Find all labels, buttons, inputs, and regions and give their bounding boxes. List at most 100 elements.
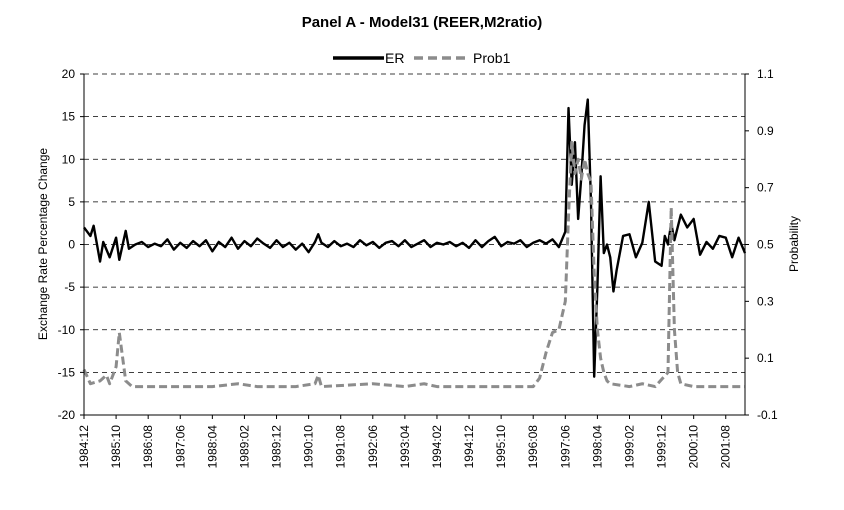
- data-point-er: [92, 225, 94, 227]
- data-point-er: [474, 239, 476, 241]
- data-point-er: [352, 246, 354, 248]
- x-tick-label: 1989:02: [237, 425, 251, 469]
- x-tick-label: 1985:10: [109, 425, 123, 469]
- data-point-er: [705, 241, 707, 243]
- data-point-er: [198, 245, 200, 247]
- y-axis-left-ticks: 20 15 10 5 0 -5 -10 -15 -20: [58, 67, 84, 422]
- data-point-er: [686, 226, 688, 228]
- data-point-er: [333, 240, 335, 242]
- data-point-er: [680, 213, 682, 215]
- data-point-er: [494, 236, 496, 238]
- data-point-prob1: [567, 215, 569, 217]
- data-point-er: [615, 269, 617, 271]
- data-point-prob1: [372, 383, 374, 385]
- series-line-er: [83, 98, 747, 378]
- data-point-er: [346, 242, 348, 244]
- data-point-prob1: [551, 331, 553, 333]
- data-point-prob1: [609, 383, 611, 385]
- data-point-er: [526, 246, 528, 248]
- data-point-er: [153, 242, 155, 244]
- data-point-er: [596, 286, 598, 288]
- data-point-er: [397, 245, 399, 247]
- legend-label-prob1: Prob1: [473, 50, 511, 66]
- data-point-er: [641, 242, 643, 244]
- x-tick-label: 1993:04: [398, 425, 412, 469]
- data-point-prob1: [538, 377, 540, 379]
- data-point-prob1: [118, 331, 120, 333]
- x-tick-label: 1997:06: [558, 425, 572, 469]
- data-point-prob1: [179, 385, 181, 387]
- data-point-prob1: [654, 385, 656, 387]
- data-point-er: [622, 235, 624, 237]
- data-point-er: [667, 243, 669, 245]
- data-point-prob1: [564, 300, 566, 302]
- data-point-prob1: [692, 385, 694, 387]
- data-point-prob1: [606, 380, 608, 382]
- data-point-er: [731, 256, 733, 258]
- data-point-er: [519, 239, 521, 241]
- data-point-er: [628, 233, 630, 235]
- data-point-er: [404, 239, 406, 241]
- x-tick-label: 1992:06: [366, 425, 380, 469]
- data-point-er: [211, 250, 213, 252]
- data-point-er: [718, 235, 720, 237]
- data-point-prob1: [125, 380, 127, 382]
- x-tick-label: 1988:04: [205, 425, 219, 469]
- data-point-er: [378, 247, 380, 249]
- data-point-er: [593, 375, 595, 377]
- data-point-er: [166, 238, 168, 240]
- series-prob1: [82, 140, 745, 389]
- data-point-er: [481, 246, 483, 248]
- data-point-er: [461, 242, 463, 244]
- data-point-er: [513, 242, 515, 244]
- data-point-er: [102, 241, 104, 243]
- data-point-er: [532, 242, 534, 244]
- data-point-er: [468, 247, 470, 249]
- data-point-er: [442, 243, 444, 245]
- data-point-prob1: [89, 383, 91, 385]
- y-right-tick-label: 0.1: [757, 351, 774, 365]
- data-point-prob1: [105, 374, 107, 376]
- x-tick-label: 2001:08: [719, 425, 733, 469]
- data-point-er: [115, 236, 117, 238]
- data-point-prob1: [147, 385, 149, 387]
- data-point-er: [173, 248, 175, 250]
- x-tick-label: 1987:06: [173, 425, 187, 469]
- data-point-er: [250, 245, 252, 247]
- x-tick-label: 1986:08: [141, 425, 155, 469]
- y-left-tick-label: -15: [58, 365, 76, 379]
- data-point-er: [567, 107, 569, 109]
- data-point-prob1: [545, 351, 547, 353]
- data-point-er: [365, 244, 367, 246]
- x-tick-label: 1996:08: [526, 425, 540, 469]
- y-right-tick-label: 0.5: [757, 238, 774, 252]
- data-point-er: [218, 241, 220, 243]
- y-left-tick-label: 20: [62, 67, 76, 81]
- data-point-prob1: [587, 172, 589, 174]
- data-point-prob1: [99, 380, 101, 382]
- data-point-prob1: [593, 272, 595, 274]
- data-point-er: [660, 265, 662, 267]
- data-point-prob1: [211, 385, 213, 387]
- data-point-er: [288, 242, 290, 244]
- data-point-prob1: [725, 385, 727, 387]
- data-point-er: [282, 246, 284, 248]
- data-point-er: [506, 241, 508, 243]
- data-point-prob1: [115, 365, 117, 367]
- data-point-er: [275, 239, 277, 241]
- data-point-er: [125, 230, 127, 232]
- data-point-er: [230, 236, 232, 238]
- data-point-er: [410, 246, 412, 248]
- data-point-er: [551, 238, 553, 240]
- y-left-tick-label: 5: [68, 195, 75, 209]
- series-line-prob1: [82, 140, 745, 389]
- y-right-tick-label: 0.9: [757, 124, 774, 138]
- data-point-prob1: [314, 383, 316, 385]
- data-point-er: [564, 231, 566, 233]
- y-left-tick-label: 0: [68, 238, 75, 252]
- data-point-prob1: [596, 329, 598, 331]
- data-point-prob1: [317, 374, 319, 376]
- data-point-prob1: [571, 141, 573, 143]
- data-point-prob1: [237, 383, 239, 385]
